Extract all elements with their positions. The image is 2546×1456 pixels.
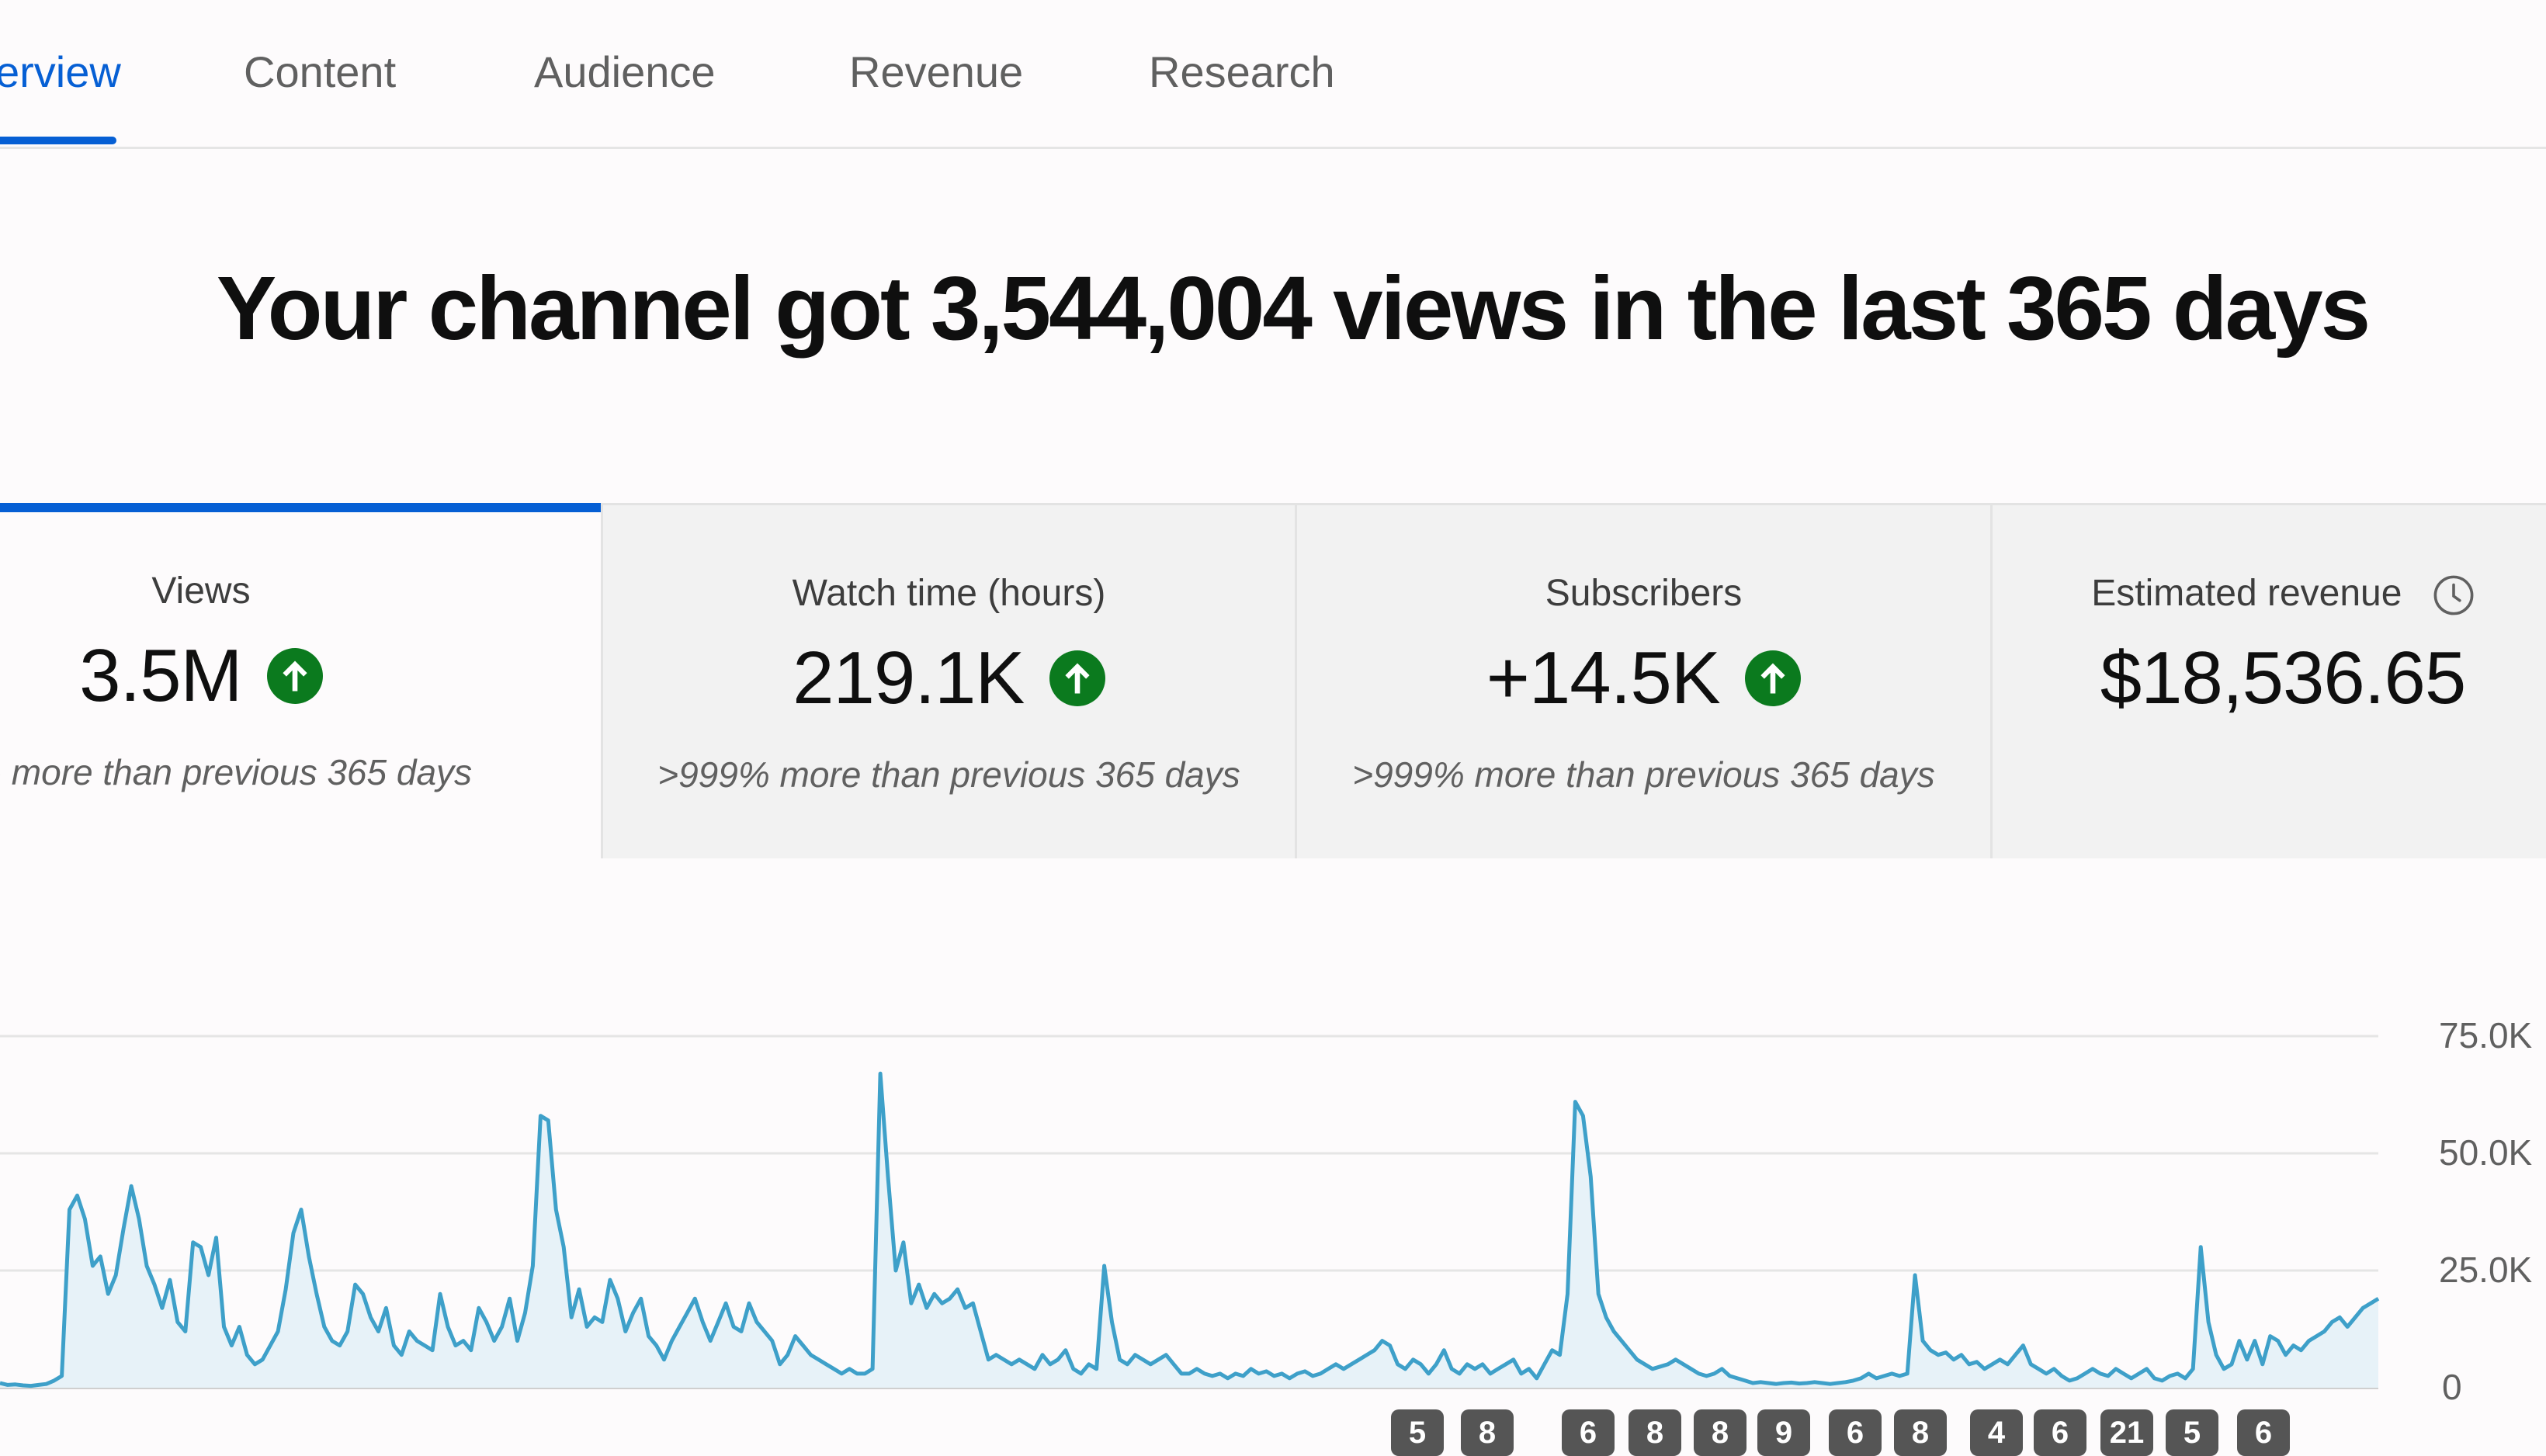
metric-comparison: 99% more than previous 365 days [0,752,473,792]
metric-value: 219.1K [793,636,1025,719]
metric-cards: Views 3.5M 99% more than previous 365 da… [0,503,2546,858]
y-axis-tick-label: 50.0K [2439,1132,2533,1173]
metric-label: Watch time (hours) [792,573,1106,614]
metric-card-views[interactable]: Views 3.5M 99% more than previous 365 da… [0,503,601,858]
video-publish-marker[interactable]: 8 [1461,1409,1514,1456]
video-publish-marker[interactable]: 4 [1970,1409,2023,1456]
views-chart[interactable]: 0 25.0K 50.0K 75.0K 5 8 6 8 8 9 6 8 4 6 21 5 6 [0,962,2546,1456]
metric-label: Subscribers [1545,573,1743,614]
selected-card-indicator [0,503,601,512]
y-axis-tick-label: 0 [2442,1367,2462,1407]
tab-revenue[interactable]: Revenue [849,47,1024,96]
metric-value: 3.5M [79,634,242,717]
video-publish-marker[interactable]: 6 [2237,1409,2290,1456]
metric-card-estimated-revenue[interactable]: Estimated revenue $18,536.65 [1990,503,2546,858]
views-series-area [0,1073,2378,1388]
metric-card-subscribers[interactable]: Subscribers +14.5K >999% more than previ… [1295,503,1990,858]
analytics-tab-bar: erview Content Audience Revenue Research [0,0,2546,149]
arrow-up-circle-icon [1745,650,1802,706]
video-publish-marker[interactable]: 9 [1757,1409,1810,1456]
video-publish-marker[interactable]: 8 [1629,1409,1681,1456]
y-axis-tick-label: 75.0K [2439,1015,2533,1056]
page-headline: Your channel got 3,544,004 views in the … [216,258,2371,359]
arrow-up-circle-icon [266,648,323,704]
video-publish-marker[interactable]: 6 [1829,1409,1882,1456]
video-publish-marker[interactable]: 5 [1391,1409,1444,1456]
clock-icon[interactable] [2433,574,2475,616]
tab-audience[interactable]: Audience [534,47,716,96]
metric-value: +14.5K [1486,636,1721,719]
video-publish-marker[interactable]: 5 [2166,1409,2218,1456]
metric-comparison: >999% more than previous 365 days [1352,754,1935,795]
views-series-line[interactable] [0,1071,2380,1388]
metric-card-watch-time[interactable]: Watch time (hours) 219.1K >999% more tha… [601,503,1295,858]
metric-value: $18,536.65 [2100,636,2466,719]
arrow-up-circle-icon [1049,650,1105,706]
y-axis-tick-label: 25.0K [2439,1250,2533,1290]
tab-overview[interactable]: erview [0,47,121,96]
views-chart-plot[interactable] [0,962,2546,1434]
video-publish-marker[interactable]: 8 [1694,1409,1746,1456]
tab-research[interactable]: Research [1149,47,1335,96]
video-publish-marker[interactable]: 6 [1562,1409,1615,1456]
video-publish-marker[interactable]: 6 [2034,1409,2086,1456]
tab-content[interactable]: Content [244,47,397,96]
video-publish-marker[interactable]: 21 [2100,1409,2153,1456]
metric-comparison: >999% more than previous 365 days [657,754,1240,795]
video-publish-marker[interactable]: 8 [1894,1409,1947,1456]
active-tab-indicator [0,137,116,144]
metric-label: Estimated revenue [2091,573,2402,614]
metric-label: Views [151,570,251,612]
